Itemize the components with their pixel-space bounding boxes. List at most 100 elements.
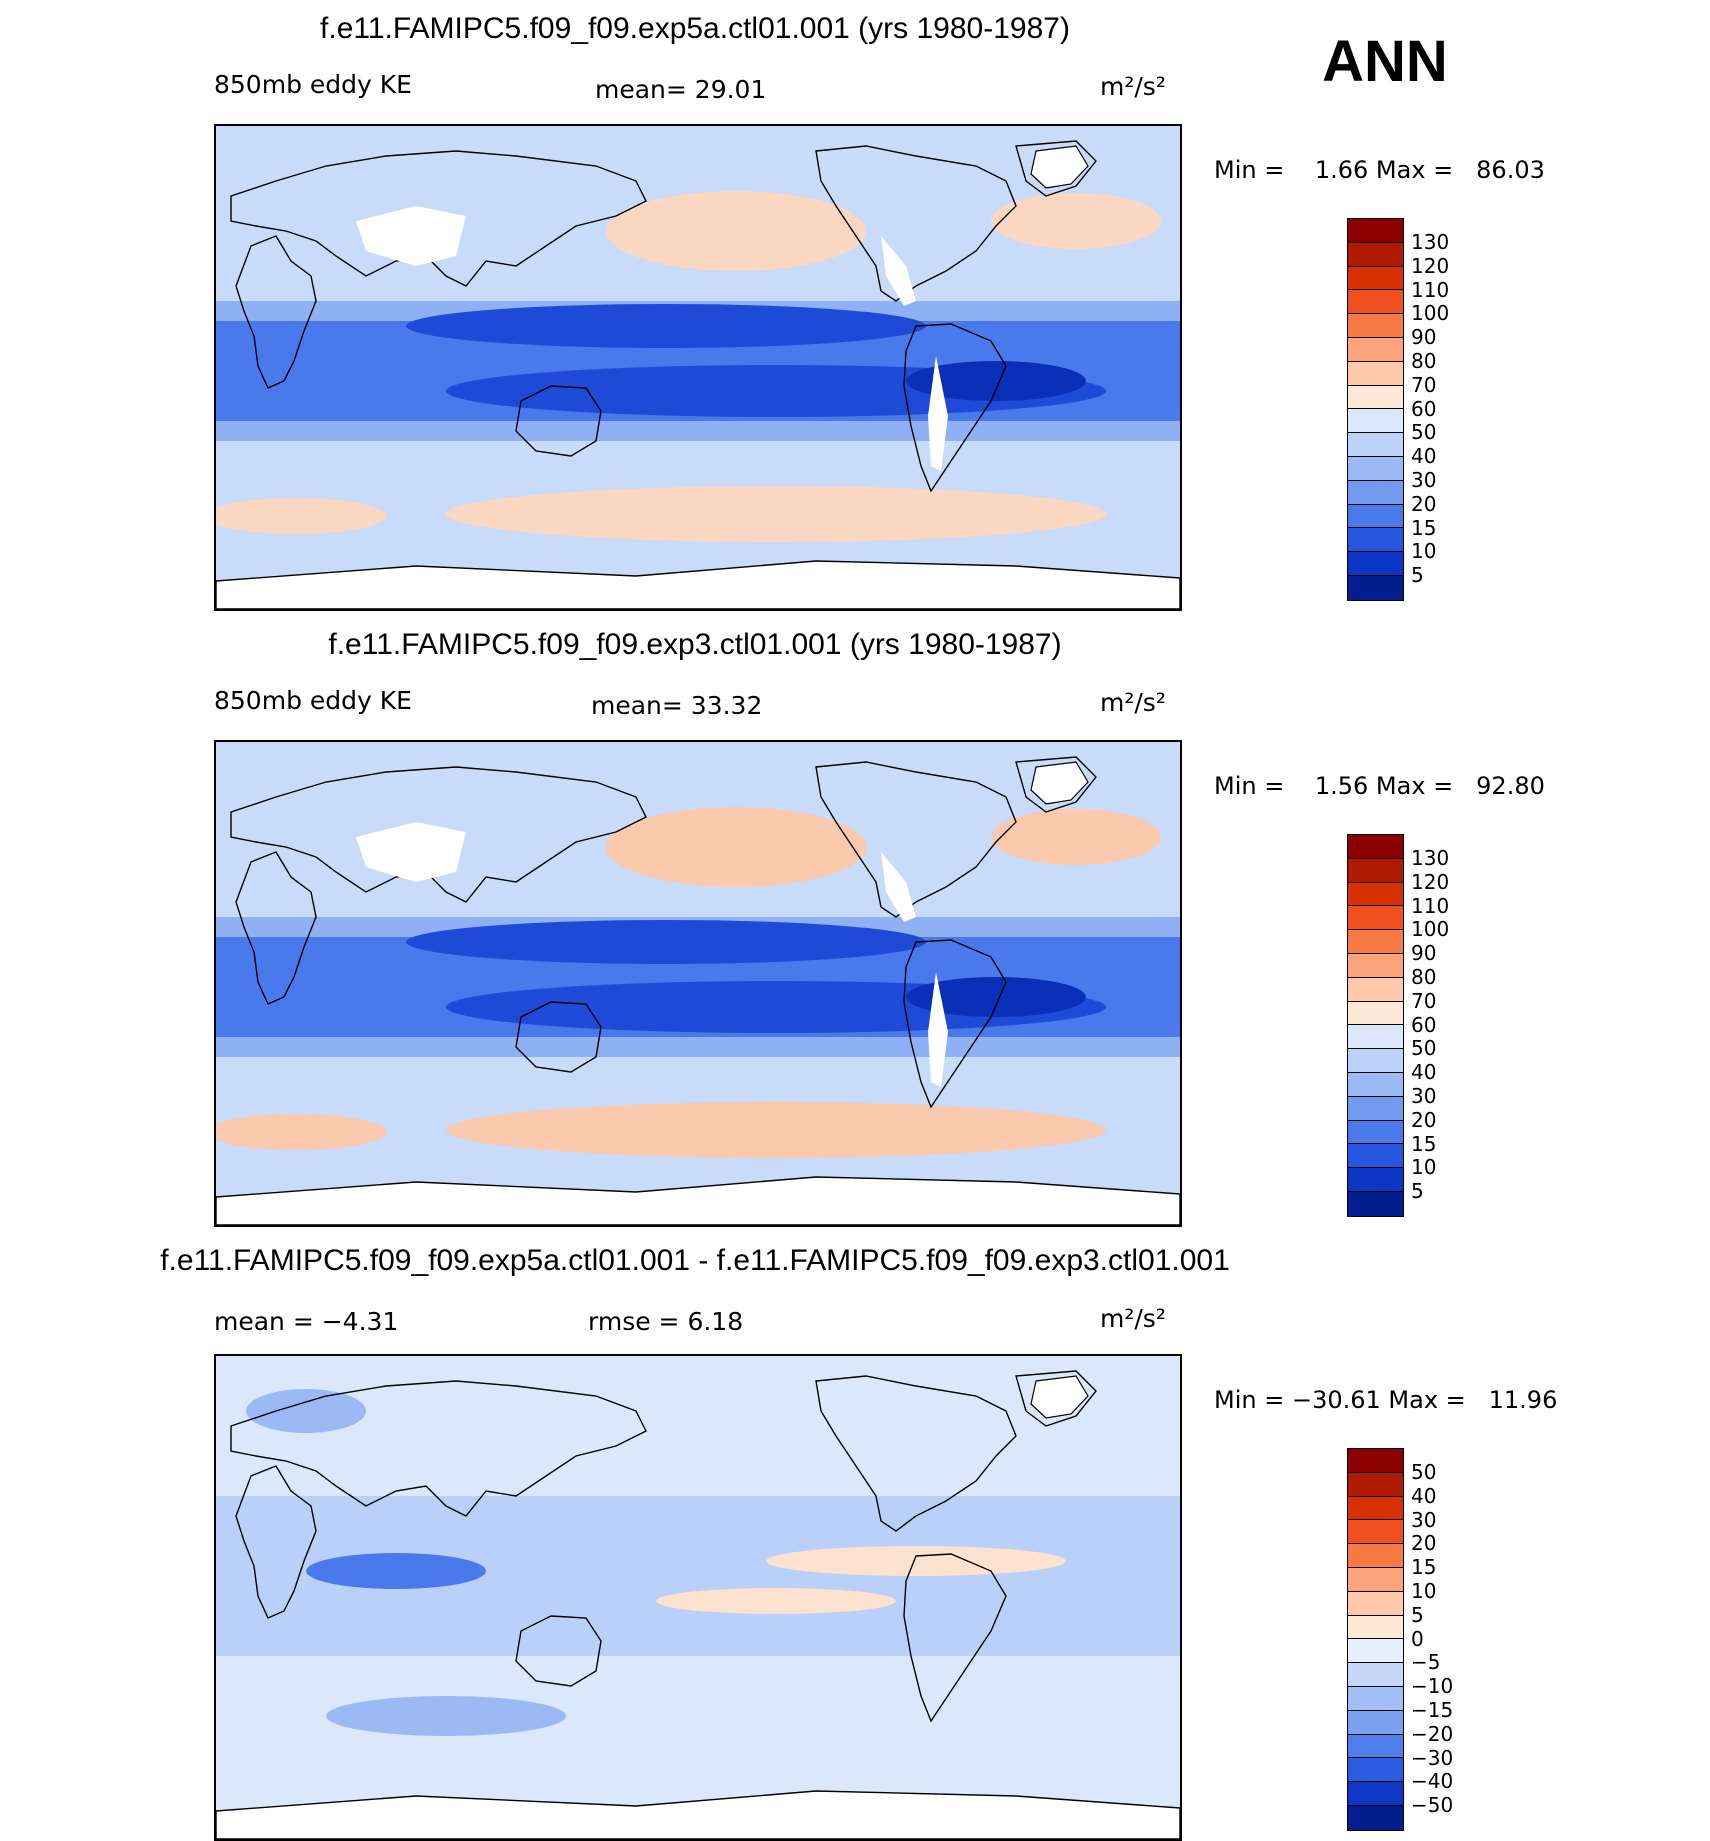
colorbar-swatch [1348, 1734, 1403, 1759]
panel-3-map [214, 1354, 1182, 1841]
colorbar-label: 0 [1411, 1626, 1424, 1651]
southern-ocean-storm-track [446, 486, 1106, 542]
southern-ocean-negative [326, 1696, 566, 1736]
continent-outline [230, 766, 647, 903]
continent-outline [903, 1553, 1007, 1723]
colorbar-swatch [1348, 552, 1403, 576]
colorbar-label: 120 [1411, 869, 1450, 894]
panel-3: f.e11.FAMIPC5.f09_f09.exp5a.ctl01.001 - … [0, 1244, 1710, 1841]
continent-outline [216, 560, 1180, 609]
tibet-land-mask [356, 822, 466, 882]
colorbar-label: 10 [1411, 1579, 1437, 1603]
continent-outline [230, 1380, 647, 1517]
continent-outline [235, 235, 317, 389]
colorbar-label: 5 [1411, 563, 1424, 588]
colorbar-label: 40 [1411, 1483, 1437, 1508]
panel-1-units: m²/s² [1100, 72, 1166, 101]
colorbar-label: 15 [1411, 1555, 1437, 1580]
southern-indian-storm-track [216, 1114, 386, 1150]
colorbar-swatch [1348, 219, 1403, 243]
north-pacific-storm-track [606, 807, 866, 887]
colorbar-swatch [1348, 1805, 1403, 1830]
colorbar-label: −40 [1411, 1769, 1454, 1794]
greenland-land-mask [1030, 1375, 1089, 1419]
colorbar-swatch [1348, 337, 1403, 362]
colorbar-label: −20 [1411, 1721, 1454, 1746]
colorbar-swatch [1348, 1591, 1403, 1616]
continent-outline [235, 851, 317, 1005]
panel-1: f.e11.FAMIPC5.f09_f09.exp5a.ctl01.001 (y… [0, 12, 1710, 612]
colorbar-swatch [1348, 314, 1403, 338]
colorbar-label: −5 [1411, 1650, 1441, 1675]
colorbar-swatch [1348, 1663, 1403, 1687]
colorbar-swatch [1348, 1025, 1403, 1050]
colorbar-swatch [1348, 1449, 1403, 1473]
rockies-land-mask [881, 852, 916, 922]
continent-outline [235, 1465, 317, 1619]
panel-1-title: f.e11.FAMIPC5.f09_f09.exp5a.ctl01.001 (y… [320, 12, 1070, 45]
colorbar-label: 40 [1411, 1060, 1437, 1085]
colorbar-label: 10 [1411, 539, 1437, 564]
continent-outline [230, 150, 647, 287]
colorbar-swatch [1348, 385, 1403, 410]
panel-2-map [214, 740, 1182, 1227]
colorbar-label: 130 [1411, 230, 1450, 254]
colorbar-swatches [1347, 218, 1404, 601]
colorbar-label: 30 [1411, 1507, 1437, 1532]
colorbar-label: 20 [1411, 491, 1437, 516]
colorbar-swatch [1348, 1001, 1403, 1026]
colorbar-swatch [1348, 835, 1403, 859]
season-label: ANN [1322, 29, 1448, 94]
continent-outline [1015, 140, 1097, 197]
panel-3-title: f.e11.FAMIPC5.f09_f09.exp5a.ctl01.001 - … [160, 1244, 1230, 1277]
colorbar-swatch [1348, 858, 1403, 883]
colorbar-swatch [1348, 504, 1403, 529]
colorbar-label: −30 [1411, 1745, 1454, 1770]
colorbar-swatch [1348, 456, 1403, 481]
panel-2-min-max: Min = 1.56 Max = 92.80 [1214, 772, 1545, 800]
colorbar-swatch [1348, 882, 1403, 907]
colorbar-swatch [1348, 1615, 1403, 1640]
panel-2-mean-label: mean= 33.32 [591, 691, 763, 720]
colorbar-label: 110 [1411, 277, 1450, 302]
north-pacific-storm-track [606, 191, 866, 271]
continent-outline [1015, 1370, 1097, 1427]
continent-outline [815, 145, 1017, 302]
colorbar-label: −15 [1411, 1698, 1454, 1722]
colorbar-label: 60 [1411, 396, 1437, 421]
colorbar-swatch [1348, 1686, 1403, 1711]
north-tropical-low [406, 304, 926, 348]
colorbar-swatch [1348, 480, 1403, 505]
north-atlantic-storm-track [991, 809, 1161, 865]
panel-2-title: f.e11.FAMIPC5.f09_f09.exp3.ctl01.001 (yr… [328, 628, 1062, 661]
colorbar-swatch [1348, 1567, 1403, 1592]
southern-indian-storm-track [216, 498, 386, 534]
panel-2-units: m²/s² [1100, 688, 1166, 717]
continent-outline [515, 1001, 602, 1073]
colorbar-label: −10 [1411, 1674, 1454, 1699]
panel-3-min-max: Min = −30.61 Max = 11.96 [1214, 1386, 1558, 1414]
colorbar-label: 5 [1411, 1602, 1424, 1627]
colorbar-label: 90 [1411, 325, 1437, 350]
colorbar-swatch [1348, 1072, 1403, 1097]
colorbar-swatch [1348, 266, 1403, 291]
colorbar-swatches [1347, 1448, 1404, 1831]
continent-outline [515, 1615, 602, 1687]
colorbar-label: 100 [1411, 917, 1450, 942]
colorbar-swatch [1348, 977, 1403, 1002]
colorbar-swatch [1348, 575, 1403, 600]
colorbar-label: 100 [1411, 301, 1450, 326]
colorbar-label: 130 [1411, 846, 1450, 870]
colorbar-label: 50 [1411, 1036, 1437, 1061]
colorbar-swatches [1347, 834, 1404, 1217]
rockies-land-mask [881, 236, 916, 306]
continent-outline [216, 1790, 1180, 1839]
colorbar-label: 30 [1411, 1084, 1437, 1108]
colorbar-swatch [1348, 242, 1403, 267]
colorbar-label: 120 [1411, 253, 1450, 278]
colorbar-label: 60 [1411, 1012, 1437, 1037]
arabian-sea-negative [306, 1553, 486, 1589]
panel-1-variable-label: 850mb eddy KE [214, 70, 412, 99]
panel-1-map [214, 124, 1182, 611]
panel-1-mean-label: mean= 29.01 [595, 75, 767, 104]
